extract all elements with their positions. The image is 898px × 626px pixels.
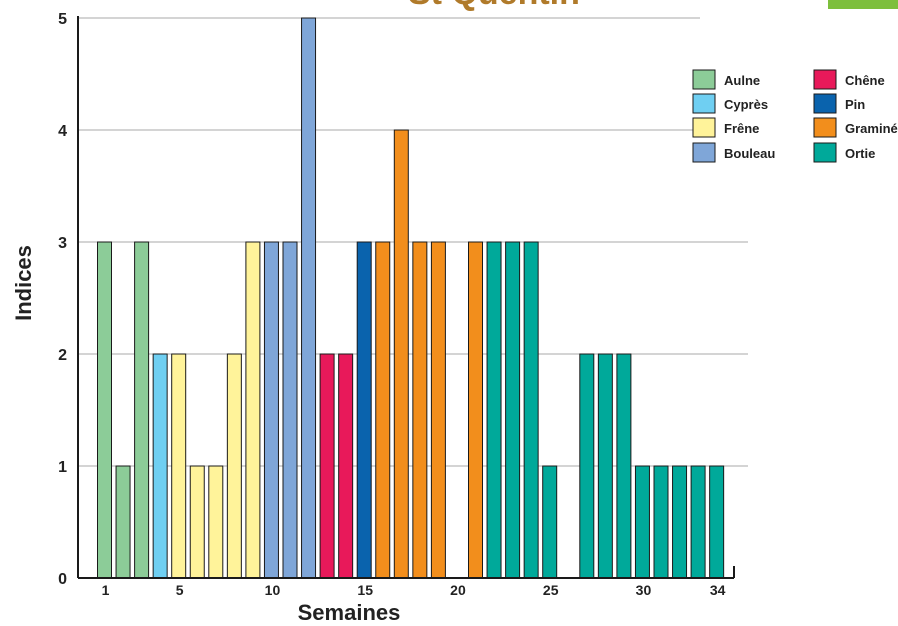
bar-week-11 <box>282 241 298 579</box>
legend-label: Aulne <box>724 73 760 88</box>
legend-swatch <box>692 142 716 163</box>
bar-week-23 <box>505 241 521 579</box>
corner-green-tab <box>828 0 898 9</box>
x-tick-label: 34 <box>710 582 726 598</box>
bar-week-22 <box>486 241 502 579</box>
x-tick-label: 10 <box>265 582 281 598</box>
x-tick-label: 1 <box>102 582 110 598</box>
bar-week-3 <box>134 241 150 579</box>
x-tick-labels: 1 5 10 15 20 25 30 34 <box>102 582 726 598</box>
y-tick-label: 2 <box>58 347 67 364</box>
x-tick-label: 5 <box>176 582 184 598</box>
bar-week-8 <box>226 353 242 579</box>
legend-label: Ortie <box>845 146 875 161</box>
axes <box>77 16 735 579</box>
bar-week-10 <box>263 241 279 579</box>
legend-label: Chêne <box>845 73 885 88</box>
legend-label: Cyprès <box>724 97 768 112</box>
bar-week-24 <box>523 241 539 579</box>
y-tick-label: 1 <box>58 459 67 476</box>
bar-week-18 <box>412 241 428 579</box>
bar-week-33 <box>690 465 706 579</box>
bar-week-21 <box>468 241 483 579</box>
x-tick-label: 15 <box>357 582 373 598</box>
bar-week-2 <box>115 465 131 579</box>
y-tick-label: 5 <box>58 11 67 28</box>
bar-week-7 <box>208 465 224 579</box>
bar-week-30 <box>634 465 650 579</box>
y-tick-label: 3 <box>58 235 67 252</box>
legend-swatch <box>813 117 837 138</box>
bar-week-17 <box>393 129 409 579</box>
chart-title-fragment: St Quentin <box>408 0 580 12</box>
bar-week-15 <box>356 241 372 579</box>
legend-swatch <box>813 142 837 163</box>
legend-swatch <box>692 93 716 114</box>
legend-label: Bouleau <box>724 146 775 161</box>
bar-week-29 <box>616 353 632 579</box>
bar-week-27 <box>579 353 595 579</box>
x-tick-label: 20 <box>450 582 466 598</box>
legend-swatch <box>813 93 837 114</box>
x-axis-title: Semaines <box>298 600 401 625</box>
bar-week-34 <box>709 465 725 579</box>
bar-week-14 <box>338 353 354 579</box>
legend-label: Graminées <box>845 121 898 136</box>
legend-swatch <box>692 69 716 90</box>
bar-week-1 <box>97 241 112 579</box>
bar-week-12 <box>301 17 317 579</box>
y-tick-labels: 0 1 2 3 4 5 <box>58 11 67 588</box>
bar-week-25 <box>542 465 558 579</box>
bar-week-16 <box>375 241 391 579</box>
bar-week-32 <box>672 465 688 579</box>
legend-swatch <box>813 69 837 90</box>
y-tick-label: 0 <box>58 571 67 588</box>
x-tick-label: 30 <box>636 582 652 598</box>
bar-week-13 <box>319 353 335 579</box>
bar-week-28 <box>597 353 613 579</box>
legend-swatch <box>692 117 716 138</box>
bar-week-9 <box>245 241 261 579</box>
legend: Aulne Cyprès Frêne Bouleau Chêne Pin Graminées… <box>692 69 898 163</box>
bar-week-19 <box>430 241 446 579</box>
legend-label: Pin <box>845 97 865 112</box>
bar-week-4 <box>152 353 168 579</box>
bar-week-31 <box>653 465 669 579</box>
bar-week-6 <box>189 465 205 579</box>
y-tick-label: 4 <box>58 123 67 140</box>
bar-week-5 <box>171 353 187 579</box>
legend-label: Frêne <box>724 121 759 136</box>
y-axis-title: Indices <box>11 245 36 321</box>
x-tick-label: 25 <box>543 582 559 598</box>
bars-group <box>97 17 725 579</box>
